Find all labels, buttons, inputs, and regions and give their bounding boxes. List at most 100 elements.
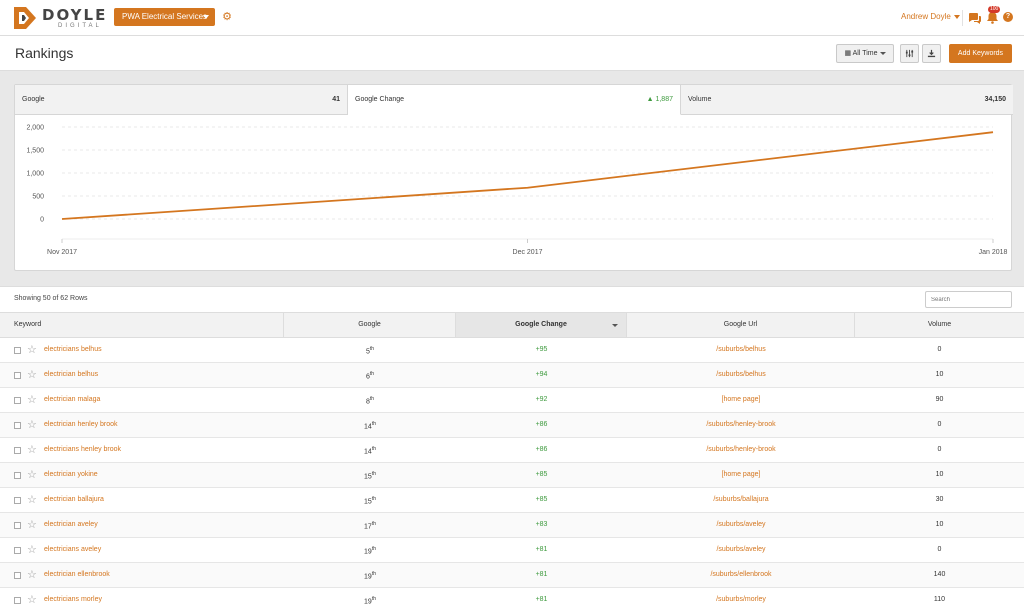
rank-suffix: th [371,421,376,427]
rank-suffix: th [371,471,376,477]
row-checkbox[interactable] [14,422,21,429]
divider [962,10,963,26]
star-icon[interactable]: ☆ [27,394,37,406]
google-rank: 6th [284,371,456,380]
star-icon[interactable]: ☆ [27,344,37,356]
column-header-volume[interactable]: Volume [927,321,952,328]
metric-change-value: 1,887 [655,96,673,103]
user-name: Andrew Doyle [901,12,951,21]
google-change: +83 [535,521,548,528]
download-button[interactable] [922,44,941,63]
rank-number: 6 [365,373,370,381]
chat-icon[interactable] [968,11,982,25]
user-menu[interactable]: Andrew Doyle [901,12,960,21]
google-url-link[interactable]: /suburbs/morley [716,596,766,603]
row-checkbox[interactable] [14,497,21,504]
keyword-link[interactable]: electrician yokine [44,471,98,478]
google-rank: 15th [284,496,456,505]
google-url-link[interactable]: /suburbs/aveley [716,521,766,528]
page-header: Rankings ▦ All Time Add Keywords [0,36,1024,71]
google-change: +81 [535,596,548,603]
star-icon[interactable]: ☆ [27,444,37,456]
keyword-link[interactable]: electrician aveley [44,521,98,528]
google-url-link[interactable]: /suburbs/henley-brook [706,446,776,453]
table-row: ☆ electrician henley brook 14th +86/suburbs… [0,413,1024,438]
star-icon[interactable]: ☆ [27,469,37,481]
metric-tab-google[interactable]: Google 41 [15,85,348,115]
google-url-link[interactable]: [home page] [721,396,761,403]
star-icon[interactable]: ☆ [27,569,37,581]
star-icon[interactable]: ☆ [27,594,37,606]
star-icon[interactable]: ☆ [27,519,37,531]
keyword-link[interactable]: electrician ballajura [44,496,104,503]
row-checkbox[interactable] [14,447,21,454]
keyword-link[interactable]: electricians morley [44,596,102,603]
row-checkbox[interactable] [14,397,21,404]
column-header-google-change[interactable]: Google Change [456,313,627,337]
search-input[interactable] [925,291,1012,308]
gear-icon[interactable]: ⚙ [222,11,232,23]
row-checkbox[interactable] [14,347,21,354]
star-icon[interactable]: ☆ [27,544,37,556]
row-checkbox[interactable] [14,372,21,379]
metric-value: 34,150 [984,96,1006,103]
x-tick-label: Jan 2018 [979,249,1008,256]
column-header-google[interactable]: Google [284,313,456,337]
google-url-link[interactable]: /suburbs/ellenbrook [710,571,772,578]
help-icon[interactable]: ? [1003,12,1013,22]
google-rank: 19th [284,596,456,605]
row-checkbox[interactable] [14,597,21,604]
rows-info: Showing 50 of 62 Rows [14,295,88,302]
date-range-button[interactable]: ▦ All Time [836,44,894,63]
rank-suffix: th [371,496,376,502]
row-checkbox[interactable] [14,472,21,479]
google-url-link[interactable]: /suburbs/aveley [716,546,766,553]
keyword-link[interactable]: electrician belhus [44,371,99,378]
client-selector-button[interactable]: PWA Electrical Services [114,8,215,26]
row-checkbox[interactable] [14,522,21,529]
google-change: +81 [535,571,548,578]
page-title: Rankings [15,45,74,61]
star-icon[interactable]: ☆ [27,419,37,431]
star-icon[interactable]: ☆ [27,494,37,506]
google-url-link[interactable]: /suburbs/ballajura [713,496,769,503]
keyword-link[interactable]: electricians belhus [44,346,102,353]
rank-number: 19 [364,573,372,581]
keyword-link[interactable]: electrician henley brook [44,421,118,428]
google-url-link[interactable]: [home page] [721,471,761,478]
column-header-keyword[interactable]: Keyword [0,313,284,337]
keyword-link[interactable]: electricians henley brook [44,446,122,453]
keyword-link[interactable]: electrician ellenbrook [44,571,110,578]
metric-tab-volume[interactable]: Volume 34,150 [681,85,1013,115]
table-row: ☆ electricians belhus 5th +95/suburbs/belhu… [0,338,1024,363]
calendar-icon: ▦ [844,50,852,57]
google-url-link[interactable]: /suburbs/belhus [716,371,766,378]
google-change: +85 [535,471,548,478]
brand-sub: DIGITAL [58,23,102,29]
rank-number: 14 [364,423,372,431]
google-change: +92 [535,396,548,403]
bell-icon[interactable] [986,11,999,24]
metric-tab-google-change[interactable]: Google Change ▲ 1,887 [348,85,681,115]
google-rank: 19th [284,571,456,580]
metric-label: Google [22,96,45,103]
volume: 30 [935,496,944,503]
table-row: ☆ electrician belhus 6th +94/suburbs/belhus… [0,363,1024,388]
download-icon [927,49,936,58]
google-url-link[interactable]: /suburbs/belhus [716,346,766,353]
row-checkbox[interactable] [14,572,21,579]
keyword-link[interactable]: electrician malaga [44,396,101,403]
google-url-link[interactable]: /suburbs/henley-brook [706,421,776,428]
add-keywords-button[interactable]: Add Keywords [949,44,1012,63]
rank-number: 19 [364,548,372,556]
top-bar: DOYLE DIGITAL PWA Electrical Services ⚙ … [0,0,1024,36]
column-settings-button[interactable] [900,44,919,63]
brand-logo[interactable]: DOYLE DIGITAL [12,5,105,31]
y-tick-label: 2,000 [26,125,44,132]
x-tick-label: Dec 2017 [513,249,543,256]
column-header-google-url[interactable]: Google Url [627,313,855,337]
keyword-link[interactable]: electricians aveley [44,546,102,553]
volume: 0 [937,446,942,453]
star-icon[interactable]: ☆ [27,369,37,381]
row-checkbox[interactable] [14,547,21,554]
